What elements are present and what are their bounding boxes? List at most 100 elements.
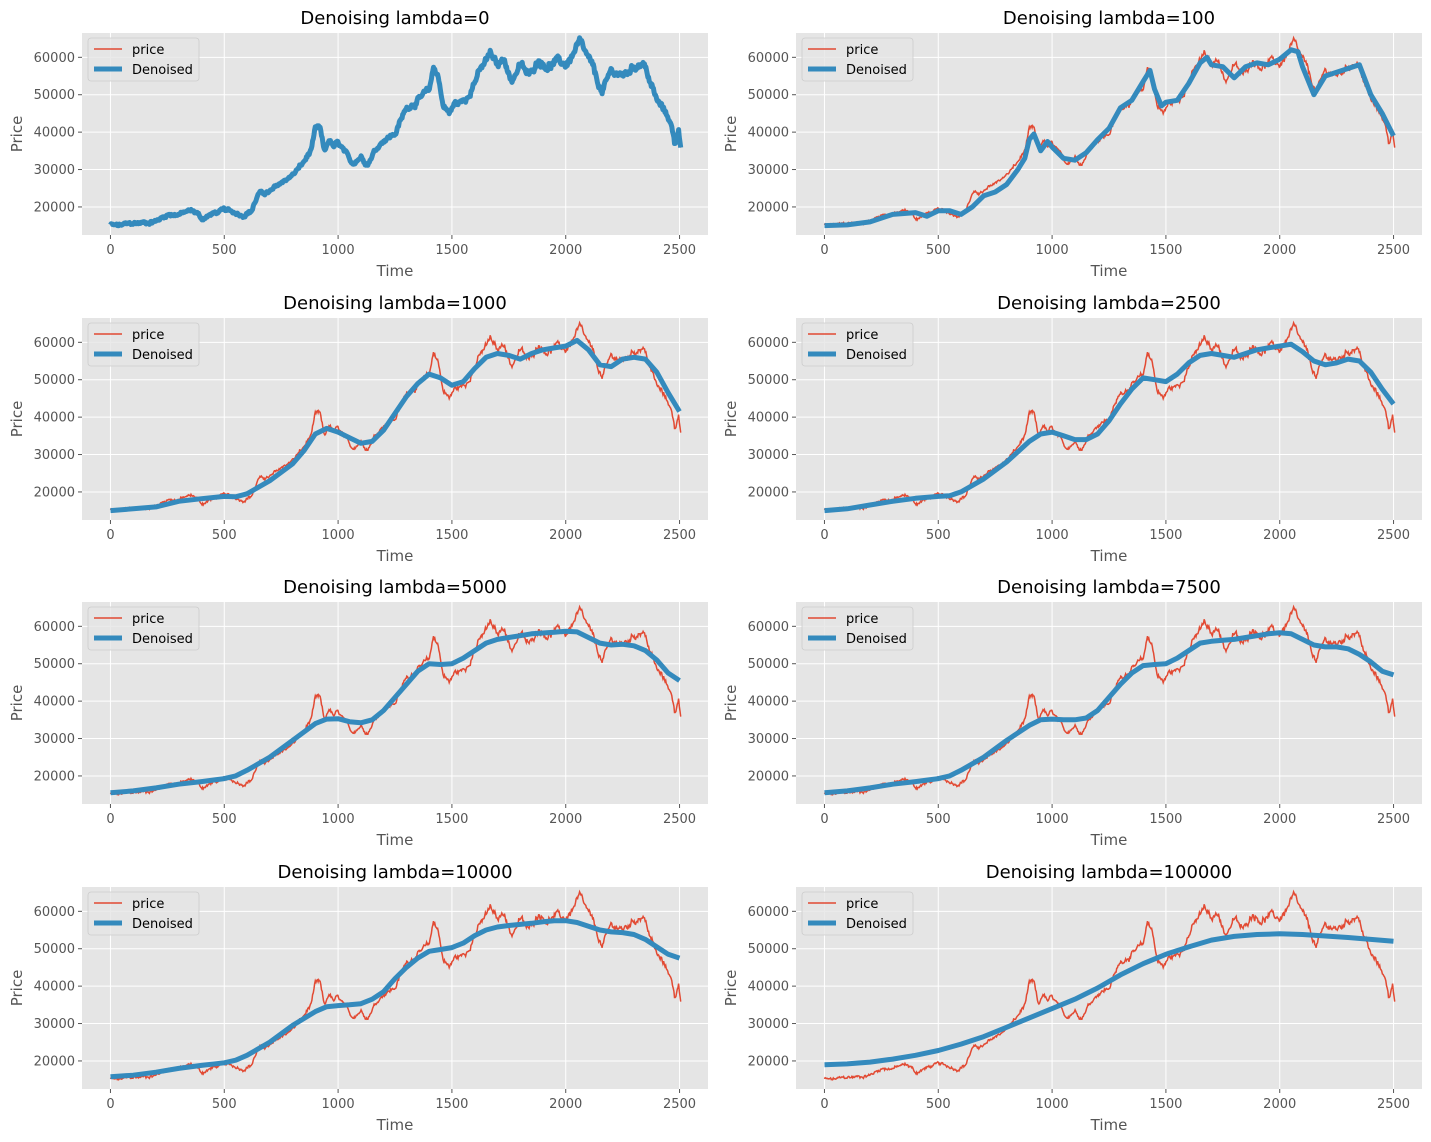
y-axis-label: Price — [722, 685, 740, 722]
y-axis-label: Price — [8, 970, 26, 1007]
price-line — [109, 889, 682, 1081]
legend-denoised-label: Denoised — [132, 348, 193, 363]
y-tick-label: 50000 — [34, 942, 75, 957]
legend: price Denoised — [801, 322, 914, 367]
y-tick-label: 20000 — [34, 485, 75, 500]
x-tick-label: 0 — [106, 1097, 114, 1112]
x-tick-label: 1000 — [1036, 1097, 1069, 1112]
y-tick-label: 60000 — [748, 336, 789, 351]
x-tick-label: 500 — [212, 1097, 237, 1112]
legend-price-label: price — [846, 43, 878, 58]
x-tick-label: 0 — [106, 243, 114, 258]
x-tick-label: 1000 — [322, 528, 355, 543]
y-tick-label: 40000 — [34, 695, 75, 710]
x-axis-label: Time — [376, 262, 414, 280]
denoised-line — [108, 35, 684, 229]
y-tick-label: 60000 — [34, 620, 75, 635]
x-tick-label: 1500 — [1149, 528, 1182, 543]
x-tick-label: 2000 — [549, 243, 582, 258]
x-tick-label: 2500 — [1377, 243, 1410, 258]
x-tick-label: 1500 — [1149, 1097, 1182, 1112]
x-tick-label: 1000 — [1036, 243, 1069, 258]
y-tick-label: 40000 — [34, 980, 75, 995]
price-line — [823, 604, 1396, 796]
legend-price-label: price — [132, 328, 164, 343]
y-tick-label: 60000 — [34, 51, 75, 66]
x-tick-label: 0 — [820, 528, 828, 543]
x-tick-label: 2500 — [663, 1097, 696, 1112]
chart-title: Denoising lambda=5000 — [283, 577, 507, 598]
x-tick-label: 2000 — [1263, 1097, 1296, 1112]
x-tick-label: 1500 — [435, 812, 468, 827]
x-tick-label: 2500 — [1377, 1097, 1410, 1112]
x-tick-label: 0 — [106, 528, 114, 543]
subplot: 0 500 1000 1500 2000 2500 20000 30000 40000 50000… — [8, 862, 708, 1134]
legend-price-label: price — [132, 897, 164, 912]
x-tick-label: 2500 — [663, 243, 696, 258]
y-tick-label: 20000 — [34, 1054, 75, 1069]
legend-denoised-label: Denoised — [132, 917, 193, 932]
y-tick-label: 60000 — [748, 51, 789, 66]
y-tick-label: 30000 — [748, 732, 789, 747]
x-tick-label: 1000 — [1036, 528, 1069, 543]
y-tick-label: 40000 — [748, 411, 789, 426]
x-tick-label: 1500 — [435, 1097, 468, 1112]
subplot: 0 500 1000 1500 2000 2500 20000 30000 40000 50000… — [8, 577, 708, 849]
y-tick-label: 20000 — [748, 485, 789, 500]
x-tick-label: 2000 — [1263, 243, 1296, 258]
legend-denoised-label: Denoised — [132, 63, 193, 78]
y-tick-label: 30000 — [748, 1017, 789, 1032]
x-tick-label: 2500 — [663, 812, 696, 827]
denoised-line — [824, 931, 1394, 1068]
y-tick-label: 50000 — [748, 942, 789, 957]
subplot: 0 500 1000 1500 2000 2500 20000 30000 40000 50000… — [722, 8, 1422, 280]
legend-denoised-label: Denoised — [846, 917, 907, 932]
x-tick-label: 1000 — [322, 812, 355, 827]
x-tick-label: 500 — [212, 812, 237, 827]
x-axis-label: Time — [1090, 1116, 1128, 1134]
x-tick-label: 1500 — [435, 528, 468, 543]
x-tick-label: 500 — [212, 243, 237, 258]
y-tick-label: 20000 — [34, 769, 75, 784]
y-tick-label: 50000 — [748, 657, 789, 672]
denoised-line — [110, 337, 682, 514]
legend: price Denoised — [801, 606, 914, 651]
y-tick-label: 20000 — [748, 769, 789, 784]
x-tick-label: 500 — [212, 528, 237, 543]
x-tick-label: 1500 — [435, 243, 468, 258]
y-axis-label: Price — [722, 116, 740, 153]
y-tick-label: 50000 — [34, 657, 75, 672]
y-tick-label: 30000 — [34, 732, 75, 747]
y-axis-label: Price — [8, 685, 26, 722]
y-tick-label: 60000 — [748, 905, 789, 920]
subplot: 0 500 1000 1500 2000 2500 20000 30000 40000 50000… — [722, 862, 1422, 1134]
y-tick-label: 20000 — [748, 1054, 789, 1069]
x-tick-label: 1500 — [1149, 812, 1182, 827]
x-tick-label: 2000 — [549, 1097, 582, 1112]
x-tick-label: 1500 — [1149, 243, 1182, 258]
x-tick-label: 2000 — [1263, 812, 1296, 827]
y-tick-label: 30000 — [34, 163, 75, 178]
legend: price Denoised — [87, 891, 200, 936]
y-tick-label: 40000 — [34, 411, 75, 426]
y-axis-label: Price — [8, 401, 26, 438]
subplot: 0 500 1000 1500 2000 2500 20000 30000 40000 50000… — [8, 8, 708, 280]
x-tick-label: 2000 — [1263, 528, 1296, 543]
chart-title: Denoising lambda=0 — [300, 8, 489, 29]
y-tick-label: 60000 — [34, 905, 75, 920]
y-tick-label: 50000 — [748, 88, 789, 103]
x-axis-label: Time — [1090, 262, 1128, 280]
legend-price-label: price — [846, 612, 878, 627]
y-tick-label: 20000 — [34, 200, 75, 215]
legend-denoised-label: Denoised — [846, 348, 907, 363]
chart-title: Denoising lambda=7500 — [997, 577, 1221, 598]
denoised-line — [824, 341, 1396, 514]
price-line — [109, 604, 682, 796]
y-tick-label: 40000 — [748, 695, 789, 710]
y-tick-label: 40000 — [748, 980, 789, 995]
x-tick-label: 0 — [820, 243, 828, 258]
legend-denoised-label: Denoised — [846, 632, 907, 647]
x-axis-label: Time — [376, 1116, 414, 1134]
legend-price-label: price — [132, 43, 164, 58]
